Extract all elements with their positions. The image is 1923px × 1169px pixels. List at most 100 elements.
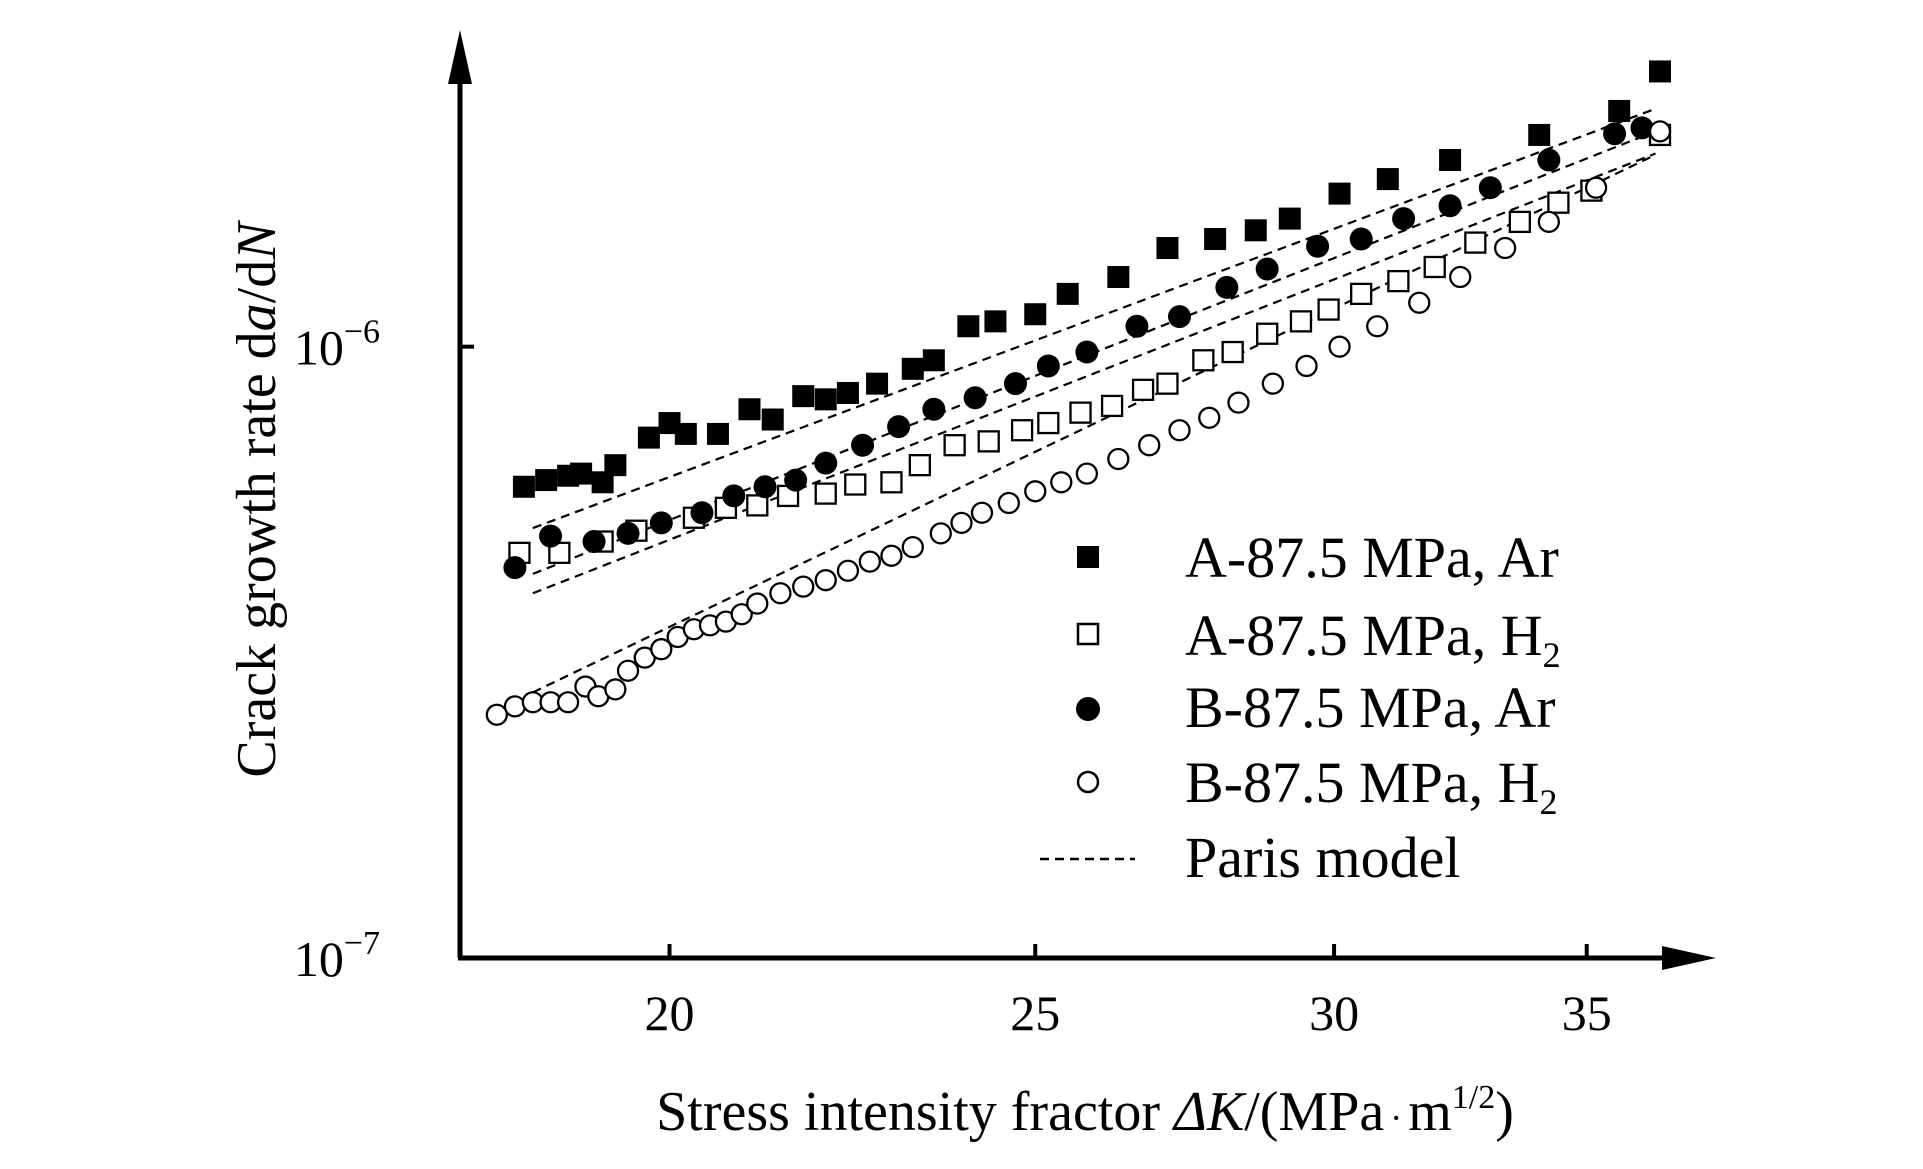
data-point-circle-filled <box>582 530 606 554</box>
legend-marker-circle-open <box>1076 770 1100 794</box>
data-point-circle-open <box>792 575 815 598</box>
data-point-square-filled <box>1107 266 1130 289</box>
y-axis-title-a: a <box>226 303 288 331</box>
data-point-circle-filled <box>1392 207 1416 231</box>
data-point-square-open <box>1423 255 1446 279</box>
data-point-square-filled <box>1608 99 1631 122</box>
data-point-square-open <box>880 471 903 494</box>
data-point-square-filled <box>1649 60 1671 83</box>
data-point-square-open <box>1131 378 1155 401</box>
data-point-square-filled <box>1528 123 1551 146</box>
data-point-circle-open <box>1107 447 1130 471</box>
data-point-square-filled <box>604 454 627 477</box>
data-point-square-filled <box>1278 207 1301 230</box>
y-tick-label: 10−7 <box>294 925 380 987</box>
data-points <box>485 60 1672 726</box>
data-point-circle-open <box>1168 419 1191 442</box>
legend-label-b-ar: B-87.5 MPa, Ar <box>1185 675 1556 740</box>
data-point-square-filled <box>1056 282 1079 305</box>
data-point-circle-filled <box>1630 116 1654 140</box>
data-point-circle-filled <box>1603 122 1627 146</box>
y-axis-title-slash: /d <box>226 260 288 304</box>
data-point-square-open <box>1387 269 1410 293</box>
data-point-square-filled <box>1244 219 1267 242</box>
data-point-circle-open <box>746 592 769 615</box>
data-point-circle-filled <box>851 433 875 457</box>
data-point-circle-filled <box>784 468 808 492</box>
data-point-square-open <box>1350 282 1373 306</box>
data-point-circle-filled <box>887 415 911 439</box>
x-axis-title-symbol: ΔK <box>1172 1081 1247 1143</box>
x-axis-title-exp: 1/2 <box>1452 1079 1495 1116</box>
data-point-circle-open <box>503 695 527 718</box>
data-point-circle-open <box>1648 120 1672 143</box>
data-point-square-open <box>943 434 966 457</box>
data-point-circle-filled <box>690 501 714 525</box>
x-axis-arrow <box>1662 946 1716 970</box>
data-point-circle-filled <box>503 556 527 580</box>
x-tick-label: 35 <box>1562 985 1612 1041</box>
y-axis-title: Crack growth rate da/dN <box>226 220 288 778</box>
data-point-circle-filled <box>1168 305 1192 329</box>
data-point-square-filled <box>512 475 535 498</box>
legend-label-a-h2: A-87.5 MPa, H2 <box>1185 603 1561 675</box>
data-point-circle-open <box>485 703 508 726</box>
data-point-circle-filled <box>1349 227 1373 251</box>
y-axis-title-n: N <box>226 220 288 261</box>
data-point-circle-open <box>1537 210 1560 234</box>
data-point-circle-open <box>1449 265 1472 289</box>
data-point-circle-filled <box>1255 257 1279 281</box>
data-point-square-filled <box>957 315 980 338</box>
data-point-square-filled <box>922 349 945 372</box>
legend-marker-square-open <box>1076 622 1100 646</box>
x-axis-title-units-m: m <box>1408 1081 1452 1143</box>
data-point-square-filled <box>1204 228 1227 251</box>
data-point-circle-open <box>1366 315 1389 338</box>
data-point-square-filled <box>1439 149 1462 172</box>
data-point-square-filled <box>535 469 558 492</box>
data-point-circle-filled <box>1215 275 1239 299</box>
data-point-square-open <box>814 482 837 505</box>
data-point-circle-open <box>814 569 837 592</box>
data-point-circle-open <box>1138 434 1161 457</box>
legend-label-paris: Paris model <box>1185 825 1460 890</box>
data-point-square-open <box>1464 231 1487 254</box>
legend: A-87.5 MPa, Ar A-87.5 MPa, H2 B-87.5 MPa… <box>1040 525 1561 890</box>
data-point-square-open <box>977 430 1000 453</box>
data-point-circle-open <box>880 544 903 567</box>
y-tick-label: 10−6 <box>294 314 380 376</box>
data-point-circle-filled <box>1438 194 1462 218</box>
x-tick-label: 30 <box>1309 985 1359 1041</box>
x-tick-label: 20 <box>645 985 695 1041</box>
x-ticks: 20 25 30 35 <box>645 944 1612 1041</box>
data-point-circle-filled <box>1125 314 1149 338</box>
legend-item-b-ar: B-87.5 MPa, Ar <box>1076 675 1556 740</box>
data-point-circle-open <box>730 603 753 626</box>
data-point-circle-filled <box>1537 148 1561 172</box>
x-axis-title-units-close: ) <box>1495 1081 1514 1143</box>
data-point-square-filled <box>738 398 761 421</box>
data-point-circle-open <box>970 501 994 524</box>
x-axis-title-dot: · <box>1390 1098 1402 1138</box>
data-point-circle-open <box>836 559 860 582</box>
data-point-circle-filled <box>963 386 987 410</box>
data-point-square-filled <box>637 426 660 449</box>
data-point-square-filled <box>1156 237 1179 260</box>
legend-marker-circle-filled <box>1076 697 1100 721</box>
data-point-square-filled <box>984 310 1007 333</box>
data-point-square-filled <box>1328 182 1351 205</box>
data-point-circle-open <box>616 659 640 682</box>
x-axis-title: Stress intensity fractor ΔK/(MPa · m1/2) <box>656 1079 1514 1143</box>
data-point-circle-open <box>769 582 792 605</box>
data-point-square-filled <box>1024 303 1047 326</box>
data-point-circle-filled <box>616 521 640 545</box>
paris-fit-line-1 <box>532 152 1656 595</box>
data-point-circle-open <box>901 535 924 559</box>
data-point-square-filled <box>901 357 924 380</box>
data-point-square-open <box>1192 349 1215 372</box>
data-point-circle-filled <box>1478 176 1502 200</box>
data-point-square-filled <box>674 422 697 445</box>
axes <box>448 30 1716 970</box>
data-point-circle-open <box>556 691 580 714</box>
